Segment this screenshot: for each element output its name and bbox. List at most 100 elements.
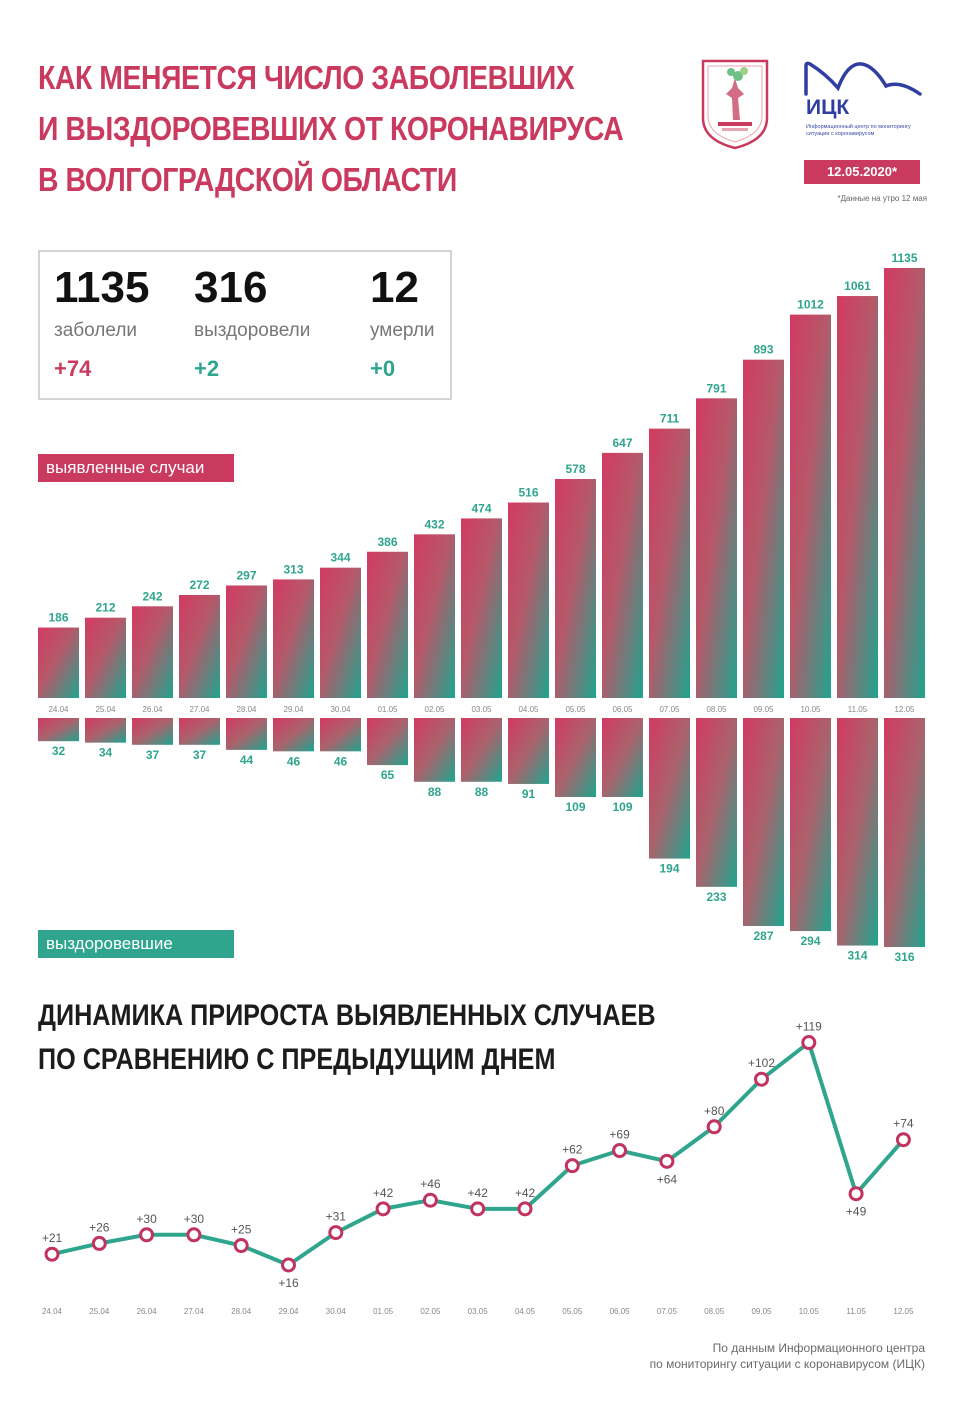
date-tick-label: 02.05 (424, 705, 445, 714)
growth-point-label: +21 (42, 1231, 63, 1245)
cases-bar (461, 518, 502, 698)
growth-point (564, 1158, 580, 1174)
growth-date-tick: 11.05 (846, 1307, 866, 1316)
growth-date-tick: 24.04 (42, 1307, 63, 1316)
growth-point (422, 1192, 438, 1208)
cases-total: 1135 (54, 263, 150, 312)
recovered-bar-label: 287 (753, 929, 773, 943)
recovered-bar (649, 718, 690, 859)
date-tick-label: 03.05 (471, 705, 492, 714)
date-tick-label: 26.04 (142, 705, 163, 714)
source-line: По данным Информационного центра (712, 1341, 925, 1355)
growth-point (186, 1227, 202, 1243)
cases-bar-label: 212 (95, 601, 115, 615)
date-tick-label: 10.05 (800, 705, 821, 714)
growth-point-label: +49 (846, 1205, 867, 1219)
growth-point (375, 1201, 391, 1217)
page-title: КАК МЕНЯЕТСЯ ЧИСЛО ЗАБОЛЕВШИХ И ВЫЗДОРОВ… (38, 52, 624, 205)
cases-label: заболели (54, 320, 138, 341)
cases-bar-label: 791 (706, 381, 726, 395)
date-tick-label: 05.05 (565, 705, 586, 714)
recovered-bar (320, 718, 361, 752)
growth-date-tick: 07.05 (657, 1307, 678, 1316)
growth-point-label: +62 (562, 1143, 583, 1157)
cases-bar-label: 1135 (891, 251, 917, 265)
cases-bar (837, 296, 878, 698)
growth-point-label: +69 (609, 1128, 630, 1142)
cases-tag: выявленные случаи (38, 454, 234, 482)
growth-date-tick: 04.05 (515, 1307, 536, 1316)
growth-point (612, 1143, 628, 1159)
recovered-bar-label: 233 (706, 890, 726, 904)
title-line: КАК МЕНЯЕТСЯ ЧИСЛО ЗАБОЛЕВШИХ (38, 59, 575, 96)
growth-point-label: +30 (184, 1212, 205, 1226)
cases-delta: +74 (54, 356, 92, 381)
cases-bar (649, 428, 690, 698)
growth-date-tick: 10.05 (799, 1307, 820, 1316)
recovered-label: выздоровели (194, 320, 311, 341)
growth-point-label: +31 (326, 1210, 347, 1224)
recovered-delta: +2 (194, 356, 220, 381)
cases-bar-label: 242 (142, 589, 162, 603)
cases-bar-label: 344 (330, 551, 350, 565)
source-note: По данным Информационного центра по мони… (560, 1340, 925, 1372)
growth-point-label: +64 (657, 1172, 678, 1186)
growth-date-tick: 06.05 (610, 1307, 631, 1316)
summary-box: 1135 заболели +74 316 выздоровели +2 12 … (38, 250, 452, 400)
date-tick-label: 04.05 (518, 705, 539, 714)
recovered-bar (132, 718, 173, 745)
recovered-bar (884, 718, 925, 947)
growth-point (754, 1071, 769, 1087)
growth-title-line: ДИНАМИКА ПРИРОСТА ВЫЯВЛЕННЫХ СЛУЧАЕВ (38, 999, 656, 1032)
cases-bar (790, 314, 831, 698)
cases-bar (226, 585, 267, 698)
growth-point (139, 1227, 155, 1243)
summary-recovered: 316 выздоровели +2 (194, 262, 310, 384)
cases-bar (38, 627, 79, 698)
cases-bar-label: 711 (660, 412, 680, 426)
cases-bar (602, 452, 643, 698)
cases-bar (320, 567, 361, 698)
date-tick-label: 24.04 (48, 705, 69, 714)
growth-date-tick: 12.05 (893, 1307, 914, 1316)
growth-point (517, 1201, 533, 1217)
growth-point-label: +46 (420, 1177, 441, 1191)
cases-bar (132, 606, 173, 698)
cases-bar-label: 516 (518, 486, 538, 500)
date-tick-label: 11.05 (848, 705, 868, 714)
growth-point (91, 1235, 107, 1251)
cases-bar-label: 1012 (797, 298, 824, 312)
growth-date-tick: 29.04 (278, 1307, 299, 1316)
cases-bar-label: 578 (565, 462, 585, 476)
data-note: *Данные на утро 12 мая (837, 194, 927, 203)
cases-bar-label: 647 (612, 436, 632, 450)
icc-logo-icon (804, 61, 922, 96)
growth-point (659, 1153, 675, 1169)
date-badge: 12.05.2020* (804, 160, 920, 184)
growth-point (44, 1246, 60, 1262)
growth-point-label: +42 (468, 1186, 489, 1200)
growth-date-tick: 02.05 (420, 1307, 441, 1316)
growth-date-tick: 05.05 (562, 1307, 583, 1316)
recovered-bar (226, 718, 267, 750)
growth-date-tick: 09.05 (751, 1307, 772, 1316)
recovered-bar (555, 718, 596, 797)
growth-point-label: +80 (704, 1104, 725, 1118)
recovered-bar-label: 37 (146, 748, 160, 762)
recovered-bar (602, 718, 643, 797)
recovered-bar (790, 718, 831, 932)
cases-bar-label: 432 (424, 517, 444, 531)
growth-date-tick: 03.05 (468, 1307, 489, 1316)
growth-date-tick: 30.04 (326, 1307, 347, 1316)
recovered-bar (696, 718, 737, 887)
recovered-bar-label: 88 (475, 785, 489, 799)
growth-date-tick: 01.05 (373, 1307, 394, 1316)
cases-bar (555, 479, 596, 698)
logo-subtitle: Информационный центр по мониторингу ситу… (806, 124, 911, 137)
summary-cases: 1135 заболели +74 (54, 262, 149, 384)
growth-line (51, 1040, 905, 1267)
growth-point-label: +16 (278, 1276, 299, 1290)
recovered-bar-label: 88 (428, 785, 442, 799)
